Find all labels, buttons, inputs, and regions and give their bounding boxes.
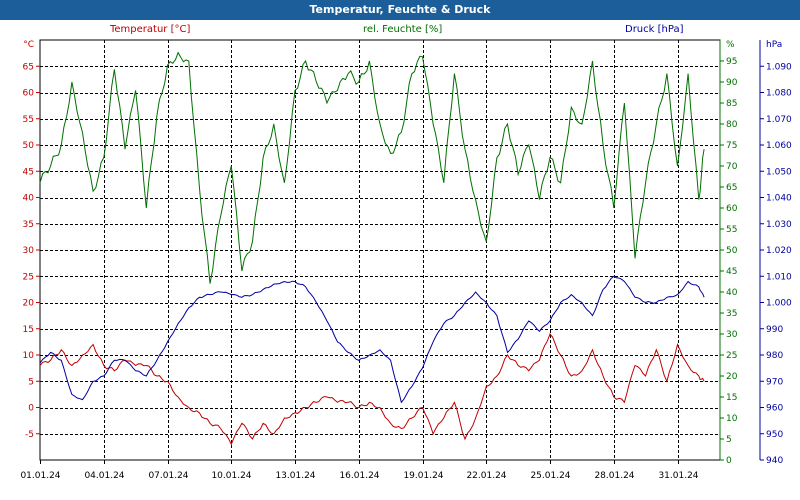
humidity-tick-label: 50 xyxy=(726,246,738,256)
humidity-tick-label: 90 xyxy=(726,78,738,88)
humidity-tick-label: 85 xyxy=(726,99,737,109)
temp-tick-label: 45 xyxy=(23,167,34,177)
pressure-tick-label: 940 xyxy=(766,456,783,466)
humidity-tick-label: 65 xyxy=(726,183,737,193)
humidity-tick-label: 25 xyxy=(726,351,737,361)
legend-humidity: rel. Feuchte [%] xyxy=(363,24,443,35)
humidity-tick-label: 5 xyxy=(726,435,732,445)
humidity-tick-label: 30 xyxy=(726,330,738,340)
pressure-tick-label: 1.030 xyxy=(766,220,792,230)
humidity-tick-label: 20 xyxy=(726,372,738,382)
pressure-tick-label: 1.000 xyxy=(766,299,792,309)
pressure-tick-label: 990 xyxy=(766,325,783,335)
grid xyxy=(39,39,721,461)
temp-unit-label: °C xyxy=(23,40,34,50)
x-tick-label: 04.01.24 xyxy=(84,471,124,481)
humidity-tick-label: 40 xyxy=(726,288,738,298)
temp-tick-label: 0 xyxy=(28,404,34,414)
temp-tick-label: 25 xyxy=(23,272,34,282)
humidity-unit-label: % xyxy=(726,40,735,50)
axes: 01.01.24 04.01.24 07.01.24 10.01.24 13.01.24… xyxy=(20,40,792,481)
series-line-humidity xyxy=(39,51,705,284)
series-line-pressure xyxy=(39,275,705,404)
x-tick-label: 13.01.24 xyxy=(275,471,315,481)
temp-tick-label: 35 xyxy=(23,220,34,230)
temp-tick-label: 60 xyxy=(23,89,35,99)
temp-tick-label: 50 xyxy=(23,141,35,151)
humidity-tick-label: 60 xyxy=(726,204,738,214)
series-lines xyxy=(39,51,705,446)
x-tick-label: 28.01.24 xyxy=(594,471,634,481)
pressure-tick-label: 1.050 xyxy=(766,167,792,177)
humidity-tick-label: 70 xyxy=(726,162,738,172)
pressure-unit-label: hPa xyxy=(766,40,782,50)
humidity-tick-label: 0 xyxy=(726,456,732,466)
temp-tick-label: 65 xyxy=(23,62,34,72)
humidity-tick-label: 10 xyxy=(726,414,738,424)
x-tick-label: 22.01.24 xyxy=(466,471,506,481)
humidity-tick-label: 80 xyxy=(726,120,738,130)
chart-title: Temperatur, Feuchte & Druck xyxy=(0,0,800,20)
legend-temperature: Temperatur [°C] xyxy=(110,24,191,35)
pressure-tick-label: 1.040 xyxy=(766,194,792,204)
pressure-tick-label: 980 xyxy=(766,351,783,361)
x-tick-label: 07.01.24 xyxy=(148,471,188,481)
pressure-tick-label: 1.010 xyxy=(766,272,792,282)
pressure-tick-label: 1.070 xyxy=(766,115,792,125)
humidity-tick-label: 15 xyxy=(726,393,737,403)
x-tick-label: 01.01.24 xyxy=(20,471,60,481)
temp-tick-label: 20 xyxy=(23,299,35,309)
temp-tick-label: 15 xyxy=(23,325,34,335)
x-tick-label: 31.01.24 xyxy=(658,471,698,481)
temp-tick-label: 5 xyxy=(28,377,34,387)
temp-tick-label: 30 xyxy=(23,246,35,256)
legend-pressure: Druck [hPa] xyxy=(625,24,684,35)
x-tick-label: 19.01.24 xyxy=(403,471,443,481)
pressure-tick-label: 1.080 xyxy=(766,89,792,99)
temp-tick-label: 55 xyxy=(23,115,34,125)
temp-tick-label: 10 xyxy=(23,351,35,361)
pressure-tick-label: 970 xyxy=(766,377,783,387)
temp-tick-label: 40 xyxy=(23,194,35,204)
pressure-tick-label: 960 xyxy=(766,404,783,414)
temp-tick-label: -5 xyxy=(25,430,34,440)
pressure-tick-label: 950 xyxy=(766,430,783,440)
x-tick-label: 10.01.24 xyxy=(211,471,251,481)
pressure-tick-label: 1.060 xyxy=(766,141,792,151)
pressure-tick-label: 1.020 xyxy=(766,246,792,256)
weather-chart: 01.01.24 04.01.24 07.01.24 10.01.24 13.01.24… xyxy=(20,39,792,481)
humidity-tick-label: 95 xyxy=(726,57,737,67)
series-line-temperature xyxy=(39,333,705,446)
humidity-tick-label: 75 xyxy=(726,141,737,151)
humidity-tick-label: 35 xyxy=(726,309,737,319)
pressure-tick-label: 1.090 xyxy=(766,62,792,72)
humidity-tick-label: 45 xyxy=(726,267,737,277)
x-tick-label: 16.01.24 xyxy=(339,471,379,481)
x-tick-label: 25.01.24 xyxy=(530,471,570,481)
humidity-tick-label: 55 xyxy=(726,225,737,235)
